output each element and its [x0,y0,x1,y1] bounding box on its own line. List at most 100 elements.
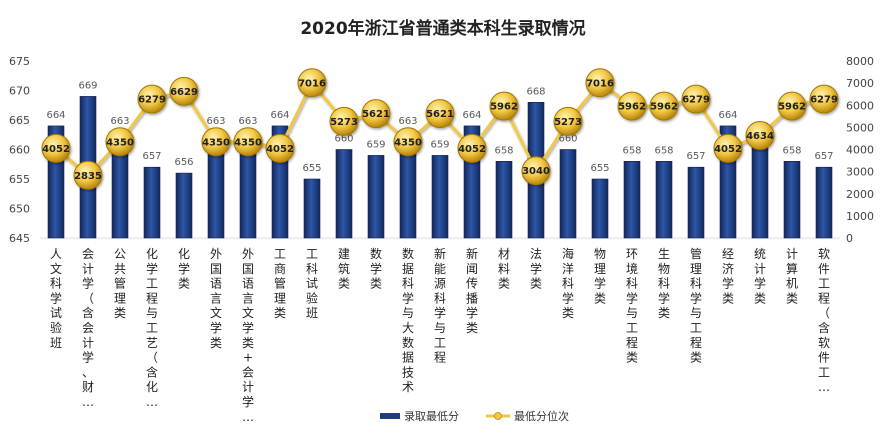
left-axis-tick-label: 665 [9,114,30,127]
bar [655,161,673,239]
bar [431,155,449,239]
rank-value-label: 2835 [74,171,102,182]
left-axis-tick-label: 670 [9,85,30,98]
bar-value-label: 663 [110,116,129,127]
chart-title: 2020年浙江省普通类本科生录取情况 [300,18,585,39]
rank-value-label: 6279 [810,95,838,106]
left-axis-tick-label: 650 [9,203,30,216]
rank-value-label: 4052 [42,144,70,155]
category-label: 外国语言文学类 [210,247,222,350]
rank-point [457,133,487,163]
rank-point [489,91,519,121]
rank-value-label: 7016 [586,78,614,89]
category-label: 建筑类 [338,247,350,291]
category-label: 材料类 [498,247,510,291]
bar [143,166,161,239]
bar-value-label: 659 [366,139,385,150]
legend-bar-label: 录取最低分 [404,410,459,423]
left-axis-tick-label: 655 [9,173,30,186]
category-label: 工商管理类 [274,247,286,320]
bar-value-label: 657 [686,151,705,162]
category-label: 法学类 [530,247,542,291]
left-axis-tick-label: 660 [9,144,30,157]
bar-value-label: 658 [494,145,513,156]
rank-value-label: 4052 [266,144,294,155]
right-axis-tick-label: 2000 [846,188,874,201]
rank-value-label: 4052 [714,144,742,155]
bar [751,137,769,239]
bar-value-label: 658 [622,145,641,156]
bar [623,161,641,239]
right-axis-tick-label: 0 [846,232,853,245]
right-axis-tick-label: 7000 [846,77,874,90]
rank-point [425,99,455,129]
bar [495,161,513,239]
right-y-axis: 0 1000 2000 3000 4000 5000 6000 7000 8000 [846,55,874,245]
category-label: 外国语言文学类+会计学… [242,247,254,424]
rank-point [73,160,103,190]
bar [303,178,321,239]
bar [687,166,705,239]
bar-value-label: 657 [142,151,161,162]
category-label: 海洋科学类 [562,246,574,320]
bar-value-label: 663 [238,116,257,127]
rank-point [681,84,711,114]
category-label: 统计学类 [754,247,766,305]
bar [783,161,801,239]
category-label: 会计学（含会计学、财… [82,247,94,409]
category-label: 人文科学试验班 [50,247,62,350]
category-label: 工科试验班 [306,247,318,320]
category-label: 计算机类 [786,247,798,305]
rank-point [361,99,391,129]
bar-value-label: 664 [46,110,65,121]
category-label: 化学工程与工艺（含化… [146,247,158,409]
bar [175,172,193,239]
legend-line-label: 最低分位次 [514,409,569,423]
rank-point [713,133,743,163]
legend-line-marker [494,412,502,420]
category-label: 经济学类 [722,247,734,305]
bar-value-label: 655 [302,163,321,174]
rank-point [233,127,263,157]
rank-value-label: 4350 [234,137,262,148]
category-label: 化学类 [178,247,190,291]
bar [559,149,577,239]
rank-value-label: 4634 [746,131,774,142]
right-axis-tick-label: 1000 [846,210,874,223]
rank-point [265,133,295,163]
bar-value-label: 659 [430,139,449,150]
rank-value-label: 5273 [330,117,358,128]
right-axis-tick-label: 3000 [846,166,874,179]
legend: 录取最低分 最低分位次 [380,409,569,423]
category-label: 数据科学与大数据技术 [402,246,414,394]
bar [591,178,609,239]
rank-value-label: 4350 [106,137,134,148]
rank-point [553,106,583,136]
rank-value-label: 5273 [554,117,582,128]
bar-value-label: 660 [334,134,353,145]
bar-value-label: 664 [718,110,737,121]
rank-point [201,127,231,157]
rank-point [777,91,807,121]
rank-value-label: 7016 [298,78,326,89]
bar-value-label: 658 [654,145,673,156]
rank-value-label: 3040 [522,166,550,177]
rank-value-label: 4350 [202,137,230,148]
left-axis-tick-label: 675 [9,55,30,68]
right-axis-tick-label: 5000 [846,121,874,134]
bar-value-label: 658 [782,145,801,156]
bar [335,149,353,239]
rank-value-label: 5621 [426,109,454,120]
bar [815,166,833,239]
bar [367,155,385,239]
rank-value-label: 5962 [650,102,678,113]
rank-value-label: 4350 [394,137,422,148]
bar-value-label: 668 [526,86,545,97]
category-labels: 人文科学试验班 会计学（含会计学、财… 公共管理类 化学工程与工艺（含化… 化学类 外国语… [50,246,830,424]
category-label: 公共管理类 [114,247,126,320]
rank-value-label: 6279 [138,95,166,106]
rank-point [809,84,839,114]
rank-value-label: 5962 [490,102,518,113]
